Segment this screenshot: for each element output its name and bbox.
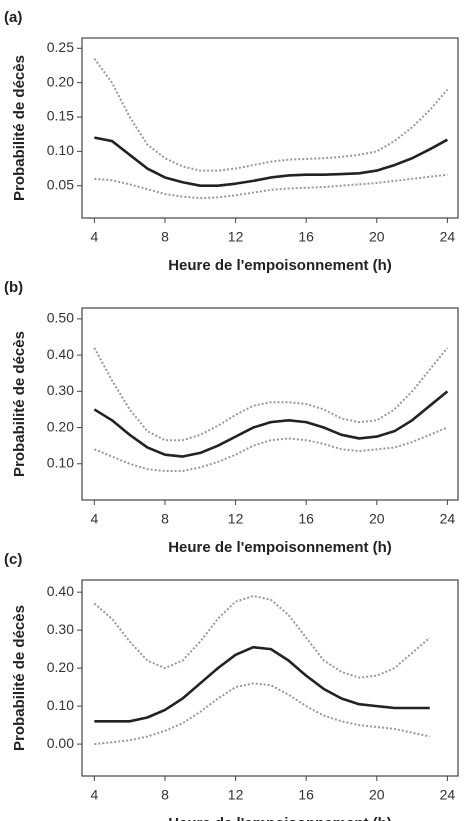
- x-tick-label: 12: [228, 229, 244, 245]
- x-tick-label: 20: [369, 787, 385, 803]
- y-tick-label: 0.30: [47, 382, 74, 398]
- x-tick-label: 24: [440, 229, 456, 245]
- y-tick-label: 0.40: [47, 346, 74, 362]
- y-tick-label: 0.20: [47, 659, 74, 675]
- panel-label: (c): [4, 551, 22, 568]
- y-tick-label: 0.10: [47, 697, 74, 713]
- x-tick-label: 4: [90, 511, 98, 527]
- x-tick-label: 16: [298, 511, 314, 527]
- y-tick-label: 0.05: [47, 176, 74, 192]
- curve: [93, 426, 448, 473]
- curve: [93, 347, 449, 442]
- x-axis-label: Heure de l'empoisonnement (h): [168, 539, 392, 556]
- y-tick-label: 0.30: [47, 621, 74, 637]
- plot-frame: [81, 307, 459, 501]
- panel-label: (b): [4, 279, 23, 296]
- y-tick-label: 0.50: [47, 310, 74, 326]
- x-tick-label: 24: [440, 511, 456, 527]
- x-tick-label: 4: [90, 229, 98, 245]
- y-tick-label: 0.10: [47, 454, 74, 470]
- curve: [93, 58, 449, 172]
- y-tick-label: 0.40: [47, 583, 74, 599]
- x-tick-label: 8: [161, 511, 169, 527]
- curve: [93, 594, 431, 679]
- curve: [93, 390, 449, 458]
- y-tick-label: 0.25: [47, 39, 74, 55]
- plot-frame: [81, 37, 459, 219]
- y-tick-label: 0.20: [47, 418, 74, 434]
- x-tick-label: 12: [228, 787, 244, 803]
- x-tick-label: 20: [369, 229, 385, 245]
- curve: [94, 136, 449, 188]
- x-tick-label: 12: [228, 511, 244, 527]
- curve: [94, 173, 448, 200]
- x-tick-label: 16: [298, 229, 314, 245]
- y-tick-label: 0.00: [47, 735, 74, 751]
- y-axis-label: Probabilité de décès: [11, 605, 28, 751]
- x-tick-label: 16: [298, 787, 314, 803]
- panel-label: (a): [4, 9, 22, 26]
- x-axis-label: Heure de l'empoisonnement (h): [168, 815, 392, 821]
- x-tick-label: 20: [369, 511, 385, 527]
- x-tick-label: 8: [161, 229, 169, 245]
- x-tick-label: 24: [440, 787, 456, 803]
- x-axis-label: Heure de l'empoisonnement (h): [168, 257, 392, 274]
- y-tick-label: 0.10: [47, 142, 74, 158]
- y-tick-label: 0.20: [47, 73, 74, 89]
- plot-frame: [81, 579, 459, 777]
- x-tick-label: 8: [161, 787, 169, 803]
- y-axis-label: Probabilité de décès: [11, 331, 28, 477]
- curve: [94, 682, 430, 746]
- x-tick-label: 4: [90, 787, 98, 803]
- curve: [94, 645, 430, 723]
- y-axis-label: Probabilité de décès: [11, 55, 28, 201]
- y-tick-label: 0.15: [47, 108, 74, 124]
